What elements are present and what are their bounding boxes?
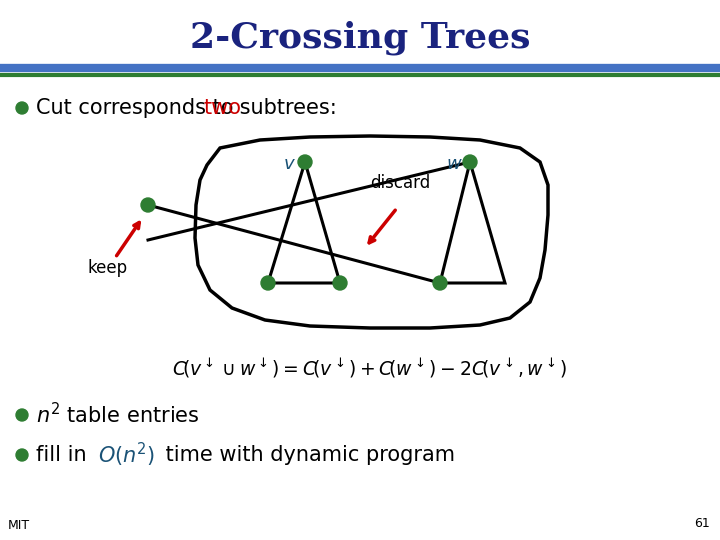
Text: Cut corresponds to: Cut corresponds to bbox=[36, 98, 240, 118]
Circle shape bbox=[333, 276, 347, 290]
Text: subtrees:: subtrees: bbox=[233, 98, 337, 118]
Circle shape bbox=[16, 409, 28, 421]
Circle shape bbox=[16, 449, 28, 461]
Text: fill in: fill in bbox=[36, 445, 94, 465]
Text: $n^2$ table entries: $n^2$ table entries bbox=[36, 402, 199, 428]
Circle shape bbox=[433, 276, 447, 290]
Circle shape bbox=[261, 276, 275, 290]
Text: $C\!\left(v^{\downarrow}\cup w^{\downarrow}\right)= C\!\left(v^{\downarrow}\righ: $C\!\left(v^{\downarrow}\cup w^{\downarr… bbox=[172, 356, 567, 380]
Text: $O(n^2)$: $O(n^2)$ bbox=[98, 441, 155, 469]
Text: MIT: MIT bbox=[8, 519, 30, 532]
Text: $w$: $w$ bbox=[446, 155, 462, 173]
Circle shape bbox=[141, 198, 155, 212]
Text: two: two bbox=[203, 98, 241, 118]
Text: keep: keep bbox=[88, 259, 128, 277]
Text: 2-Crossing Trees: 2-Crossing Trees bbox=[190, 21, 530, 55]
Text: 61: 61 bbox=[694, 517, 710, 530]
Text: time with dynamic program: time with dynamic program bbox=[159, 445, 455, 465]
Polygon shape bbox=[195, 136, 548, 328]
Circle shape bbox=[463, 155, 477, 169]
Circle shape bbox=[16, 102, 28, 114]
Text: discard: discard bbox=[370, 174, 430, 192]
Circle shape bbox=[298, 155, 312, 169]
Text: $v$: $v$ bbox=[282, 155, 295, 173]
